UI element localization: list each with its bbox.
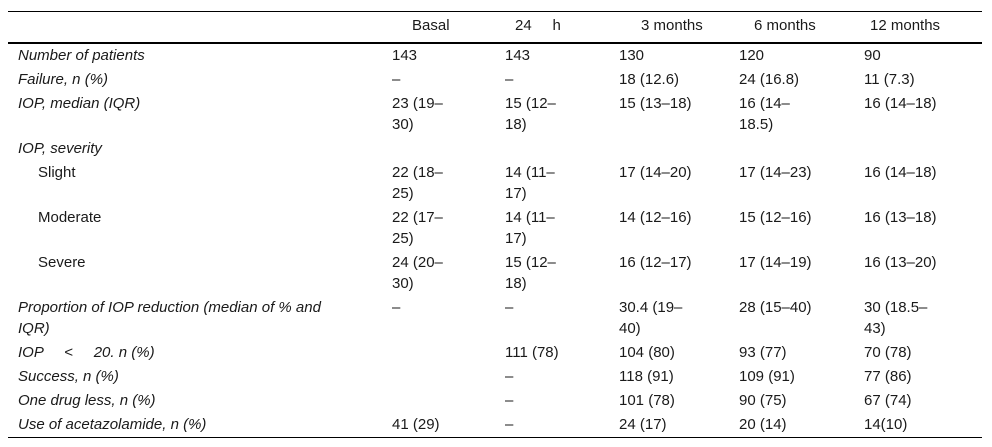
paper-page: Basal 24 h 3 months 6 months 12 months N…	[8, 11, 982, 438]
table-cell: 17 (14–23)	[739, 164, 812, 181]
table-cell: 16 (14–18)	[864, 164, 937, 181]
table-row: Success, n (%) – 118 (91) 109 (91) 77 (86)	[8, 365, 982, 389]
table-cell: 70 (78)	[864, 344, 912, 361]
table-cell: 28 (15–40)	[739, 299, 812, 316]
column-header-3-months: 3 months	[619, 11, 739, 44]
table-cell: 14 (12–16)	[619, 209, 692, 226]
table-cell: 77 (86)	[864, 368, 912, 385]
row-label: Success, n (%)	[18, 368, 119, 385]
table-cell: 111 (78)	[505, 344, 559, 361]
table-cell: 24 (16.8)	[739, 71, 800, 88]
table-cell	[864, 137, 982, 161]
table-row: IOP, severity	[8, 137, 982, 161]
table-cell	[392, 341, 505, 365]
table-cell: –	[505, 71, 514, 88]
table-cell: 143	[505, 47, 531, 64]
table-cell: 17 (14–20)	[619, 164, 692, 181]
table-row: Use of acetazolamide, n (%) 41 (29) – 24 (1…	[8, 413, 982, 438]
table-cell: 143	[392, 47, 418, 64]
table-cell: 24 (17)	[619, 416, 667, 433]
table-cell: 24 (20–30)	[392, 254, 443, 292]
table-cell: 15 (13–18)	[619, 95, 692, 112]
table-row: Number of patients 143 143 130 120 90	[8, 43, 982, 68]
table-cell: –	[392, 71, 401, 88]
row-label: IOP, median (IQR)	[18, 95, 141, 112]
table-cell: 104 (80)	[619, 344, 675, 361]
table-cell: 16 (13–18)	[864, 209, 937, 226]
table-cell: 120	[739, 47, 765, 64]
table-cell	[392, 137, 505, 161]
table-cell: 30.4 (19–40)	[619, 299, 683, 337]
table-cell: –	[505, 392, 514, 409]
table-cell: 17 (14–19)	[739, 254, 812, 271]
table-cell: 16 (14–18.5)	[739, 95, 790, 133]
table-cell	[739, 137, 864, 161]
table-cell	[392, 365, 505, 389]
table-row: Slight 22 (18–25) 14 (11–17) 17 (14–20) 17 (…	[8, 161, 982, 206]
table-cell: 67 (74)	[864, 392, 912, 409]
table-cell: 22 (18–25)	[392, 164, 443, 202]
column-header-12-months: 12 months	[864, 11, 982, 44]
table-cell	[392, 389, 505, 413]
table-cell: –	[505, 416, 514, 433]
column-header-24h: 24 h	[505, 11, 619, 44]
table-cell: 22 (17–25)	[392, 209, 443, 247]
table-cell: 15 (12–18)	[505, 95, 556, 133]
table-row: Severe 24 (20–30) 15 (12–18) 16 (12–17) 17 (…	[8, 251, 982, 296]
table-row: IOP, median (IQR) 23 (19–30) 15 (12–18) 15 …	[8, 92, 982, 137]
table-cell: 90 (75)	[739, 392, 787, 409]
table-row: Proportion of IOP reduction (median of %…	[8, 296, 982, 341]
row-label: Failure, n (%)	[18, 71, 109, 88]
column-header-empty	[8, 11, 392, 44]
header-row: Basal 24 h 3 months 6 months 12 months	[8, 11, 982, 44]
row-label: Number of patients	[18, 47, 145, 64]
table-cell: 15 (12–18)	[505, 254, 556, 292]
table-cell: 130	[619, 47, 645, 64]
table-cell: 14 (11–17)	[505, 209, 555, 247]
column-header-6-months: 6 months	[739, 11, 864, 44]
table-cell: 20 (14)	[739, 416, 787, 433]
table-row: Moderate 22 (17–25) 14 (11–17) 14 (12–16) 15…	[8, 206, 982, 251]
table-cell: 30 (18.5–43)	[864, 299, 928, 337]
table-cell: 16 (12–17)	[619, 254, 692, 271]
table-cell: 109 (91)	[739, 368, 795, 385]
table-cell: 16 (13–20)	[864, 254, 937, 271]
outcomes-table: Basal 24 h 3 months 6 months 12 months N…	[8, 11, 982, 438]
table-row: IOP < 20. n (%) 111 (78) 104 (80) 93 (77) 70…	[8, 341, 982, 365]
row-label: IOP < 20. n (%)	[18, 344, 155, 361]
row-label: One drug less, n (%)	[18, 392, 156, 409]
row-label: Moderate	[38, 209, 102, 226]
table-cell	[619, 137, 739, 161]
table-cell: 16 (14–18)	[864, 95, 937, 112]
table-cell: 101 (78)	[619, 392, 675, 409]
table-cell: 18 (12.6)	[619, 71, 680, 88]
table-cell: 11 (7.3)	[864, 71, 915, 88]
row-label: IOP, severity	[18, 140, 102, 157]
table-header: Basal 24 h 3 months 6 months 12 months	[8, 11, 982, 44]
table-body: Number of patients 143 143 130 120 90 Failure,…	[8, 43, 982, 438]
table-row: One drug less, n (%) – 101 (78) 90 (75) 67 (…	[8, 389, 982, 413]
table-cell: 23 (19–30)	[392, 95, 443, 133]
table-cell: 93 (77)	[739, 344, 787, 361]
table-cell: 118 (91)	[619, 368, 674, 385]
table-cell: 14 (11–17)	[505, 164, 555, 202]
table-row: Failure, n (%) – – 18 (12.6) 24 (16.8) 11 (7.…	[8, 68, 982, 92]
table-cell: 14(10)	[864, 416, 908, 433]
table-cell	[505, 137, 619, 161]
row-label: Severe	[38, 254, 86, 271]
row-label: Use of acetazolamide, n (%)	[18, 416, 207, 433]
row-label: Proportion of IOP reduction (median of %…	[18, 299, 326, 337]
table-cell: –	[505, 368, 514, 385]
table-cell: –	[505, 299, 514, 316]
row-label: Slight	[38, 164, 76, 181]
column-header-basal: Basal	[392, 11, 505, 44]
table-cell: 15 (12–16)	[739, 209, 812, 226]
table-cell: 41 (29)	[392, 416, 440, 433]
table-cell: 90	[864, 47, 881, 64]
table-cell: –	[392, 299, 401, 316]
